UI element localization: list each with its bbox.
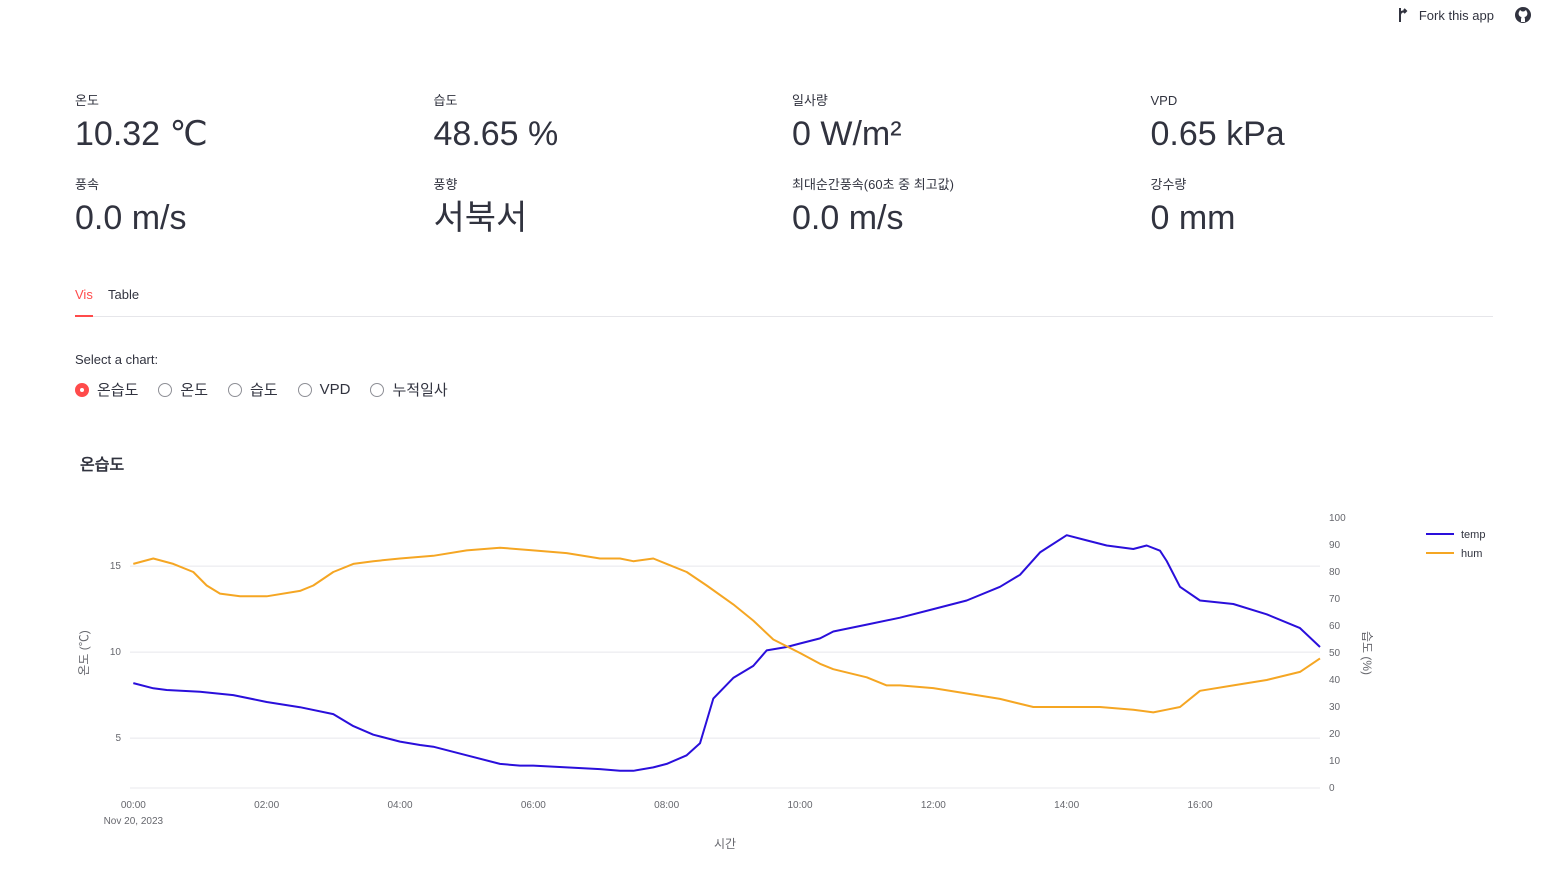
- metrics-grid: 온도 10.32 ℃ 습도 48.65 % 일사량 0 W/m² VPD 0.6…: [75, 92, 1505, 242]
- github-button[interactable]: [1514, 6, 1532, 24]
- y-right-tick-label: 20: [1329, 729, 1341, 740]
- metric-label: 일사량: [792, 93, 828, 108]
- metric-label: VPD: [1150, 93, 1178, 108]
- chart-select-label: Select a chart:: [75, 352, 159, 367]
- radio-label: VPD: [319, 381, 351, 398]
- metric-value: 서북서: [433, 199, 528, 237]
- radio-temperature[interactable]: 온도: [158, 379, 208, 400]
- y-left-tick-label: 10: [110, 647, 122, 658]
- radio-cumulative-solar[interactable]: 누적일사: [370, 379, 448, 400]
- series-line-temp: [133, 534, 1321, 772]
- fork-icon: [1398, 8, 1408, 22]
- metric-humidity: 습도 48.65 %: [434, 92, 793, 158]
- radio-humidity[interactable]: 습도: [228, 379, 278, 400]
- metric-value: 0 mm: [1150, 199, 1236, 237]
- fork-app-button[interactable]: Fork this app: [1397, 7, 1494, 23]
- x-tick-label: 00:00: [121, 800, 146, 811]
- y-left-axis-title: 온도 (℃): [77, 630, 91, 675]
- radio-label: 온도: [180, 382, 209, 399]
- metric-vpd: VPD 0.65 kPa: [1151, 92, 1510, 158]
- metric-label: 온도: [75, 93, 99, 108]
- metric-label: 풍향: [433, 177, 458, 192]
- fork-app-label: Fork this app: [1418, 7, 1494, 23]
- metric-rainfall: 강수량 0 mm: [1151, 176, 1510, 242]
- metric-temperature: 온도 10.32 ℃: [75, 92, 434, 158]
- y-right-tick-label: 60: [1329, 621, 1341, 632]
- x-tick-label: 10:00: [787, 800, 812, 811]
- y-right-tick-label: 70: [1329, 594, 1341, 605]
- x-tick-label: 06:00: [521, 800, 546, 811]
- metric-label: 습도: [433, 93, 458, 108]
- x-tick-label: 14:00: [1054, 800, 1079, 811]
- x-tick-label: 16:00: [1187, 800, 1212, 811]
- x-tick-label: 08:00: [654, 800, 679, 811]
- x-tick-label: 02:00: [254, 800, 279, 811]
- metric-value: 10.32 ℃: [75, 115, 208, 153]
- legend-label-hum: hum: [1461, 548, 1482, 560]
- radio-label: 습도: [250, 382, 278, 399]
- y-left-tick-label: 15: [110, 561, 122, 572]
- metric-label: 최대순간풍속(60초 중 최고값): [792, 177, 954, 192]
- radio-unselected-icon: [228, 382, 243, 397]
- radio-label: 누적일사: [392, 382, 448, 399]
- metric-value: 48.65 %: [433, 115, 559, 153]
- radio-vpd[interactable]: VPD: [297, 381, 351, 398]
- y-right-tick-label: 50: [1329, 648, 1341, 659]
- y-right-tick-label: 30: [1329, 702, 1341, 713]
- top-toolbar: Fork this app: [1397, 6, 1532, 24]
- metric-label: 풍속: [75, 177, 99, 192]
- y-right-tick-label: 100: [1329, 513, 1346, 524]
- github-icon: [1515, 7, 1531, 23]
- metric-value: 0.0 m/s: [792, 199, 904, 237]
- metric-solar-radiation: 일사량 0 W/m²: [792, 92, 1151, 158]
- radio-unselected-icon: [158, 382, 173, 397]
- y-right-tick-label: 90: [1329, 540, 1341, 551]
- x-date-label: Nov 20, 2023: [104, 816, 164, 827]
- metric-value: 0.65 kPa: [1150, 115, 1285, 153]
- series-line-hum: [133, 546, 1321, 714]
- metric-wind-direction: 풍향 서북서: [434, 176, 793, 242]
- tab-table[interactable]: Table: [108, 287, 140, 302]
- radio-temp-humidity[interactable]: 온습도: [75, 379, 138, 400]
- metric-value: 0.0 m/s: [75, 199, 187, 237]
- chart-radio-group: 온습도 온도 습도 VPD 누적일사: [75, 379, 448, 400]
- y-right-axis-title: 습도 (%): [1360, 631, 1374, 675]
- metric-max-gust: 최대순간풍속(60초 중 최고값) 0.0 m/s: [792, 176, 1151, 242]
- metric-value: 0 W/m²: [792, 115, 902, 153]
- y-right-tick-label: 80: [1329, 567, 1341, 578]
- radio-selected-icon: [75, 382, 89, 397]
- y-left-tick-label: 5: [115, 733, 121, 744]
- radio-label: 온습도: [97, 382, 139, 399]
- temp-humidity-chart[interactable]: 5 10 15 0 10 20 30 40 50 60 70 80 90 100 00:00 02:00 04:…: [0, 490, 1550, 870]
- chart-title: 온습도: [80, 457, 125, 474]
- y-right-tick-label: 0: [1329, 783, 1335, 794]
- radio-unselected-icon: [370, 382, 385, 397]
- y-right-tick-label: 40: [1329, 675, 1341, 686]
- tab-vis[interactable]: Vis: [75, 284, 93, 317]
- legend-label-temp: temp: [1461, 529, 1485, 541]
- x-tick-label: 12:00: [921, 800, 946, 811]
- y-right-tick-label: 10: [1329, 756, 1341, 767]
- x-tick-label: 04:00: [387, 800, 412, 811]
- metric-wind-speed: 풍속 0.0 m/s: [75, 176, 434, 242]
- tab-bar: Vis Table: [75, 284, 1493, 317]
- metric-label: 강수량: [1150, 177, 1187, 192]
- radio-unselected-icon: [297, 382, 312, 397]
- x-axis-title: 시간: [714, 837, 736, 851]
